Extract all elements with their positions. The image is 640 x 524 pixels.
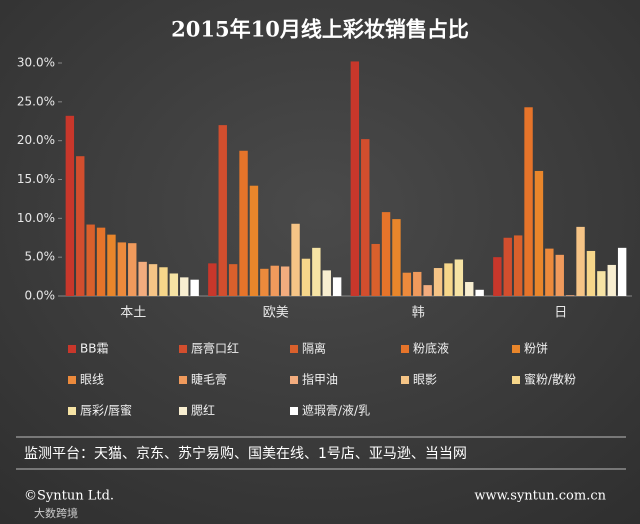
legend-label: 唇膏口红 xyxy=(191,341,239,356)
bar xyxy=(371,243,380,296)
bar xyxy=(576,226,585,296)
website: www.syntun.com.cn xyxy=(474,489,606,504)
legend-label: 蜜粉/散粉 xyxy=(524,372,576,387)
x-tick-label: 本土 xyxy=(120,306,146,321)
y-tick-label: 15.0% xyxy=(17,172,55,186)
legend-label: 隔离 xyxy=(302,341,326,356)
bar xyxy=(423,285,432,296)
bar xyxy=(524,107,533,297)
bar xyxy=(76,156,85,296)
bar xyxy=(565,295,575,296)
x-tick-label: 日 xyxy=(554,306,567,321)
bar xyxy=(350,61,360,296)
legend-swatch xyxy=(68,376,76,384)
legend-label: 遮瑕膏/液/乳 xyxy=(302,403,370,418)
bar xyxy=(107,234,116,296)
bar xyxy=(260,268,269,296)
legend-swatch xyxy=(68,407,76,415)
bar xyxy=(597,271,606,296)
bar xyxy=(96,227,106,296)
bar xyxy=(332,277,342,296)
legend-label: 粉饼 xyxy=(524,342,548,356)
bar xyxy=(617,247,627,296)
bar xyxy=(239,150,248,296)
bar xyxy=(513,235,523,296)
legend-swatch xyxy=(401,376,409,384)
legend-swatch xyxy=(290,376,298,384)
copyright: ©Syntun Ltd. xyxy=(24,489,114,504)
bar xyxy=(249,185,259,296)
legend-label: BB霜 xyxy=(80,342,108,356)
bar xyxy=(159,267,168,296)
legend-swatch xyxy=(68,345,76,353)
bar xyxy=(444,263,453,296)
bar xyxy=(475,289,484,296)
bar xyxy=(555,254,564,296)
y-tick-label: 10.0% xyxy=(17,211,55,225)
bar xyxy=(148,264,158,296)
bar xyxy=(291,223,300,296)
bar xyxy=(454,259,464,296)
bar xyxy=(433,268,443,296)
legend-label: 粉底液 xyxy=(413,341,449,356)
legend-swatch xyxy=(512,345,520,353)
bar xyxy=(169,273,179,296)
x-tick-label: 欧美 xyxy=(263,306,289,321)
bar xyxy=(503,237,512,296)
legend-label: 眼影 xyxy=(413,373,437,387)
legend-swatch xyxy=(290,407,298,415)
bar xyxy=(301,258,311,296)
bar xyxy=(402,272,412,296)
y-tick-label: 30.0% xyxy=(17,56,55,70)
bar xyxy=(190,279,199,296)
legend-label: 眼线 xyxy=(80,373,104,387)
chart-title: 2015年10月线上彩妆销售占比 xyxy=(171,17,469,42)
bar xyxy=(218,125,227,296)
legend-swatch xyxy=(290,345,298,353)
legend-label: 唇彩/唇蜜 xyxy=(80,403,132,418)
bar xyxy=(586,250,596,296)
bar xyxy=(493,257,502,296)
bar xyxy=(392,219,401,296)
bar xyxy=(381,212,391,296)
y-tick-label: 25.0% xyxy=(17,94,55,108)
legend-label: 腮红 xyxy=(191,403,215,418)
bar xyxy=(128,243,137,296)
legend-swatch xyxy=(179,345,187,353)
bar xyxy=(280,266,290,296)
legend-swatch xyxy=(401,345,409,353)
y-tick-label: 20.0% xyxy=(17,133,55,147)
bar xyxy=(465,282,474,296)
legend-label: 睫毛膏 xyxy=(191,372,227,387)
bar xyxy=(270,265,279,296)
legend-swatch xyxy=(512,376,520,384)
bar xyxy=(65,115,75,297)
bar xyxy=(208,263,217,296)
bar xyxy=(607,264,616,296)
bar xyxy=(228,264,238,296)
note: 监测平台：天猫、京东、苏宁易购、国美在线、1号店、亚马逊、当当网 xyxy=(24,445,467,462)
bar xyxy=(312,247,321,296)
legend-swatch xyxy=(179,376,187,384)
bar xyxy=(138,261,147,296)
y-tick-label: 0.0% xyxy=(25,289,56,303)
bar xyxy=(180,277,189,296)
bar xyxy=(322,270,331,296)
x-tick-label: 韩 xyxy=(412,306,425,321)
legend-swatch xyxy=(179,407,187,415)
y-tick-label: 5.0% xyxy=(25,250,56,264)
bar xyxy=(534,170,544,296)
bar xyxy=(117,242,127,296)
bar xyxy=(545,248,554,296)
bar xyxy=(413,271,422,296)
bar xyxy=(86,224,95,296)
bar xyxy=(361,139,370,296)
legend-label: 指甲油 xyxy=(302,372,338,387)
watermark: 大数跨境 xyxy=(34,506,78,520)
